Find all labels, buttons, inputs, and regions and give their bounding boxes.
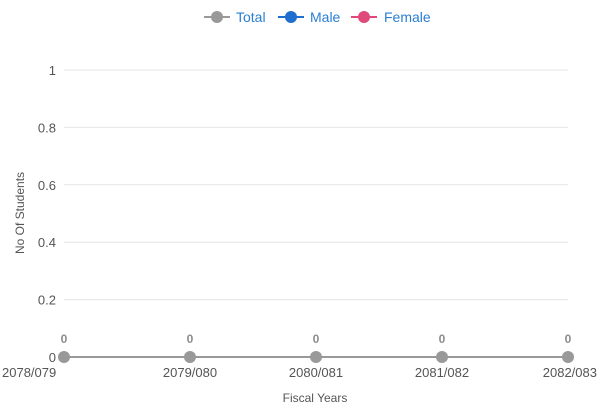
legend-item-total[interactable]: Total bbox=[204, 9, 266, 25]
data-label-total: 0 bbox=[61, 332, 68, 346]
legend-marker-female bbox=[358, 11, 370, 23]
data-label-total: 0 bbox=[313, 332, 320, 346]
legend: Total Male Female bbox=[204, 9, 431, 25]
x-tick-label: 2081/082 bbox=[415, 365, 469, 380]
data-point-total[interactable] bbox=[436, 351, 448, 363]
y-tick-label: 0.6 bbox=[38, 178, 56, 193]
legend-marker-male bbox=[285, 11, 297, 23]
y-tick-label: 0 bbox=[49, 350, 56, 365]
data-point-total[interactable] bbox=[184, 351, 196, 363]
y-grid bbox=[64, 69, 568, 301]
x-tick-label: 2078/079 bbox=[2, 365, 56, 380]
x-tick-label: 2079/080 bbox=[163, 365, 217, 380]
series-layer: 0 0 0 0 0 bbox=[58, 332, 574, 363]
legend-item-female[interactable]: Female bbox=[351, 9, 431, 25]
data-point-total[interactable] bbox=[310, 351, 322, 363]
y-tick-label: 0.8 bbox=[38, 120, 56, 135]
y-axis-ticks: 0 0.2 0.4 0.6 0.8 1 bbox=[38, 63, 56, 365]
legend-label-female: Female bbox=[384, 9, 431, 25]
data-point-total[interactable] bbox=[58, 351, 70, 363]
data-label-total: 0 bbox=[187, 332, 194, 346]
x-axis-ticks: 2078/079 2079/080 2080/081 2081/082 2082/083 bbox=[2, 365, 597, 380]
legend-item-male[interactable]: Male bbox=[278, 9, 341, 25]
legend-label-total: Total bbox=[236, 9, 266, 25]
data-label-total: 0 bbox=[439, 332, 446, 346]
y-tick-label: 0.4 bbox=[38, 235, 56, 250]
y-tick-label: 1 bbox=[49, 63, 56, 78]
y-axis-title: No Of Students bbox=[13, 172, 27, 254]
data-label-total: 0 bbox=[565, 332, 572, 346]
x-tick-label: 2082/083 bbox=[543, 365, 597, 380]
y-tick-label: 0.2 bbox=[38, 293, 56, 308]
legend-marker-total bbox=[211, 11, 223, 23]
data-point-total[interactable] bbox=[562, 351, 574, 363]
x-tick-label: 2080/081 bbox=[289, 365, 343, 380]
x-axis-title: Fiscal Years bbox=[283, 391, 348, 405]
legend-label-male: Male bbox=[310, 9, 341, 25]
